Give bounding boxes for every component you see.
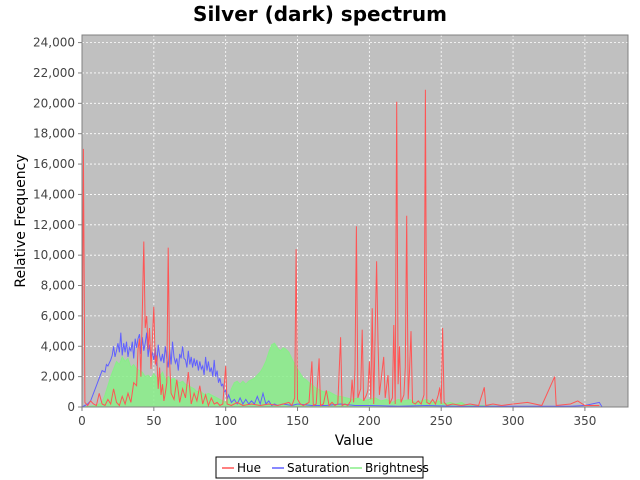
y-tick-label: 16,000 [33,157,75,171]
y-tick-label: 10,000 [33,248,75,262]
x-tick-label: 200 [358,414,381,428]
y-tick-label: 4,000 [41,339,75,353]
y-tick-label: 0 [67,400,75,414]
x-tick-label: 250 [430,414,453,428]
x-axis-label: Value [335,433,373,449]
x-tick-label: 350 [573,414,596,428]
legend-label-saturation: Saturation [287,461,350,475]
series-saturation-line [81,332,603,408]
x-axis: 0 50 100 150 200 250 300 350 [78,407,596,428]
series-group [81,89,603,408]
x-tick-label: 0 [78,414,86,428]
x-tick-label: 100 [214,414,237,428]
y-tick-label: 20,000 [33,96,75,110]
y-tick-label: 2,000 [41,370,75,384]
y-tick-label: 12,000 [33,218,75,232]
y-tick-label: 14,000 [33,187,75,201]
plot-border [81,34,629,408]
x-tick-label: 150 [286,414,309,428]
x-tick-label: 50 [146,414,161,428]
legend-label-brightness: Brightness [365,461,429,475]
y-axis-label: Relative Frequency [13,154,29,287]
series-hue-line [81,89,600,408]
chart-title: Silver (dark) spectrum [193,2,447,26]
y-tick-label: 8,000 [41,279,75,293]
legend: Hue Saturation Brightness [215,456,429,479]
y-axis: 0 2,000 4,000 6,000 8,000 10,000 12,000 14,000 1… [33,36,82,414]
y-tick-label: 18,000 [33,127,75,141]
x-tick-label: 300 [502,414,525,428]
legend-box [215,456,424,479]
y-tick-label: 22,000 [33,66,75,80]
y-tick-label: 24,000 [33,36,75,50]
legend-label-hue: Hue [237,461,261,475]
y-tick-label: 6,000 [41,309,75,323]
